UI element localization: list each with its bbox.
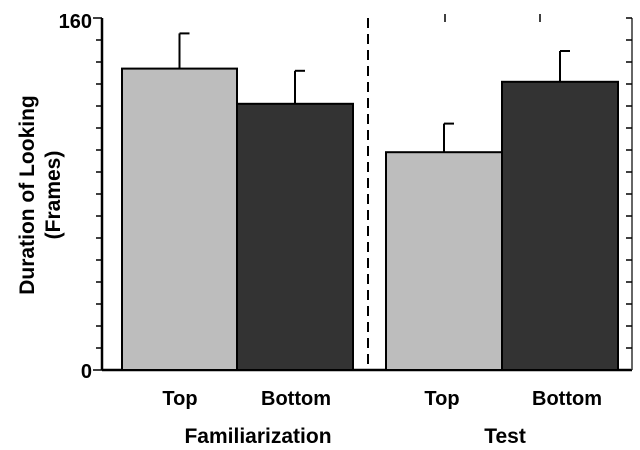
bar-label-familiarization-top: Top: [162, 388, 197, 410]
group-label-test: Test: [484, 425, 526, 448]
y-tick-label-min: 0: [81, 361, 92, 383]
error-bars: [178, 32, 570, 153]
labels: 160 0 Duration of Looking (Frames) Top B…: [16, 11, 602, 448]
bar-label-test-top: Top: [424, 388, 459, 410]
bar-label-test-bottom: Bottom: [532, 388, 602, 410]
bar-familiarization-bottom: [236, 102, 354, 372]
bar-label-familiarization-bottom: Bottom: [261, 388, 331, 410]
y-axis-title-line2: (Frames): [42, 151, 65, 240]
group-label-familiarization: Familiarization: [184, 425, 331, 448]
bar-familiarization-top: [121, 67, 238, 371]
bar-test-bottom: [501, 80, 619, 372]
y-tick-label-max: 160: [59, 11, 92, 33]
y-axis-title-line1: Duration of Looking: [16, 95, 39, 294]
bar-test-top: [385, 151, 503, 371]
bars: [121, 67, 619, 372]
